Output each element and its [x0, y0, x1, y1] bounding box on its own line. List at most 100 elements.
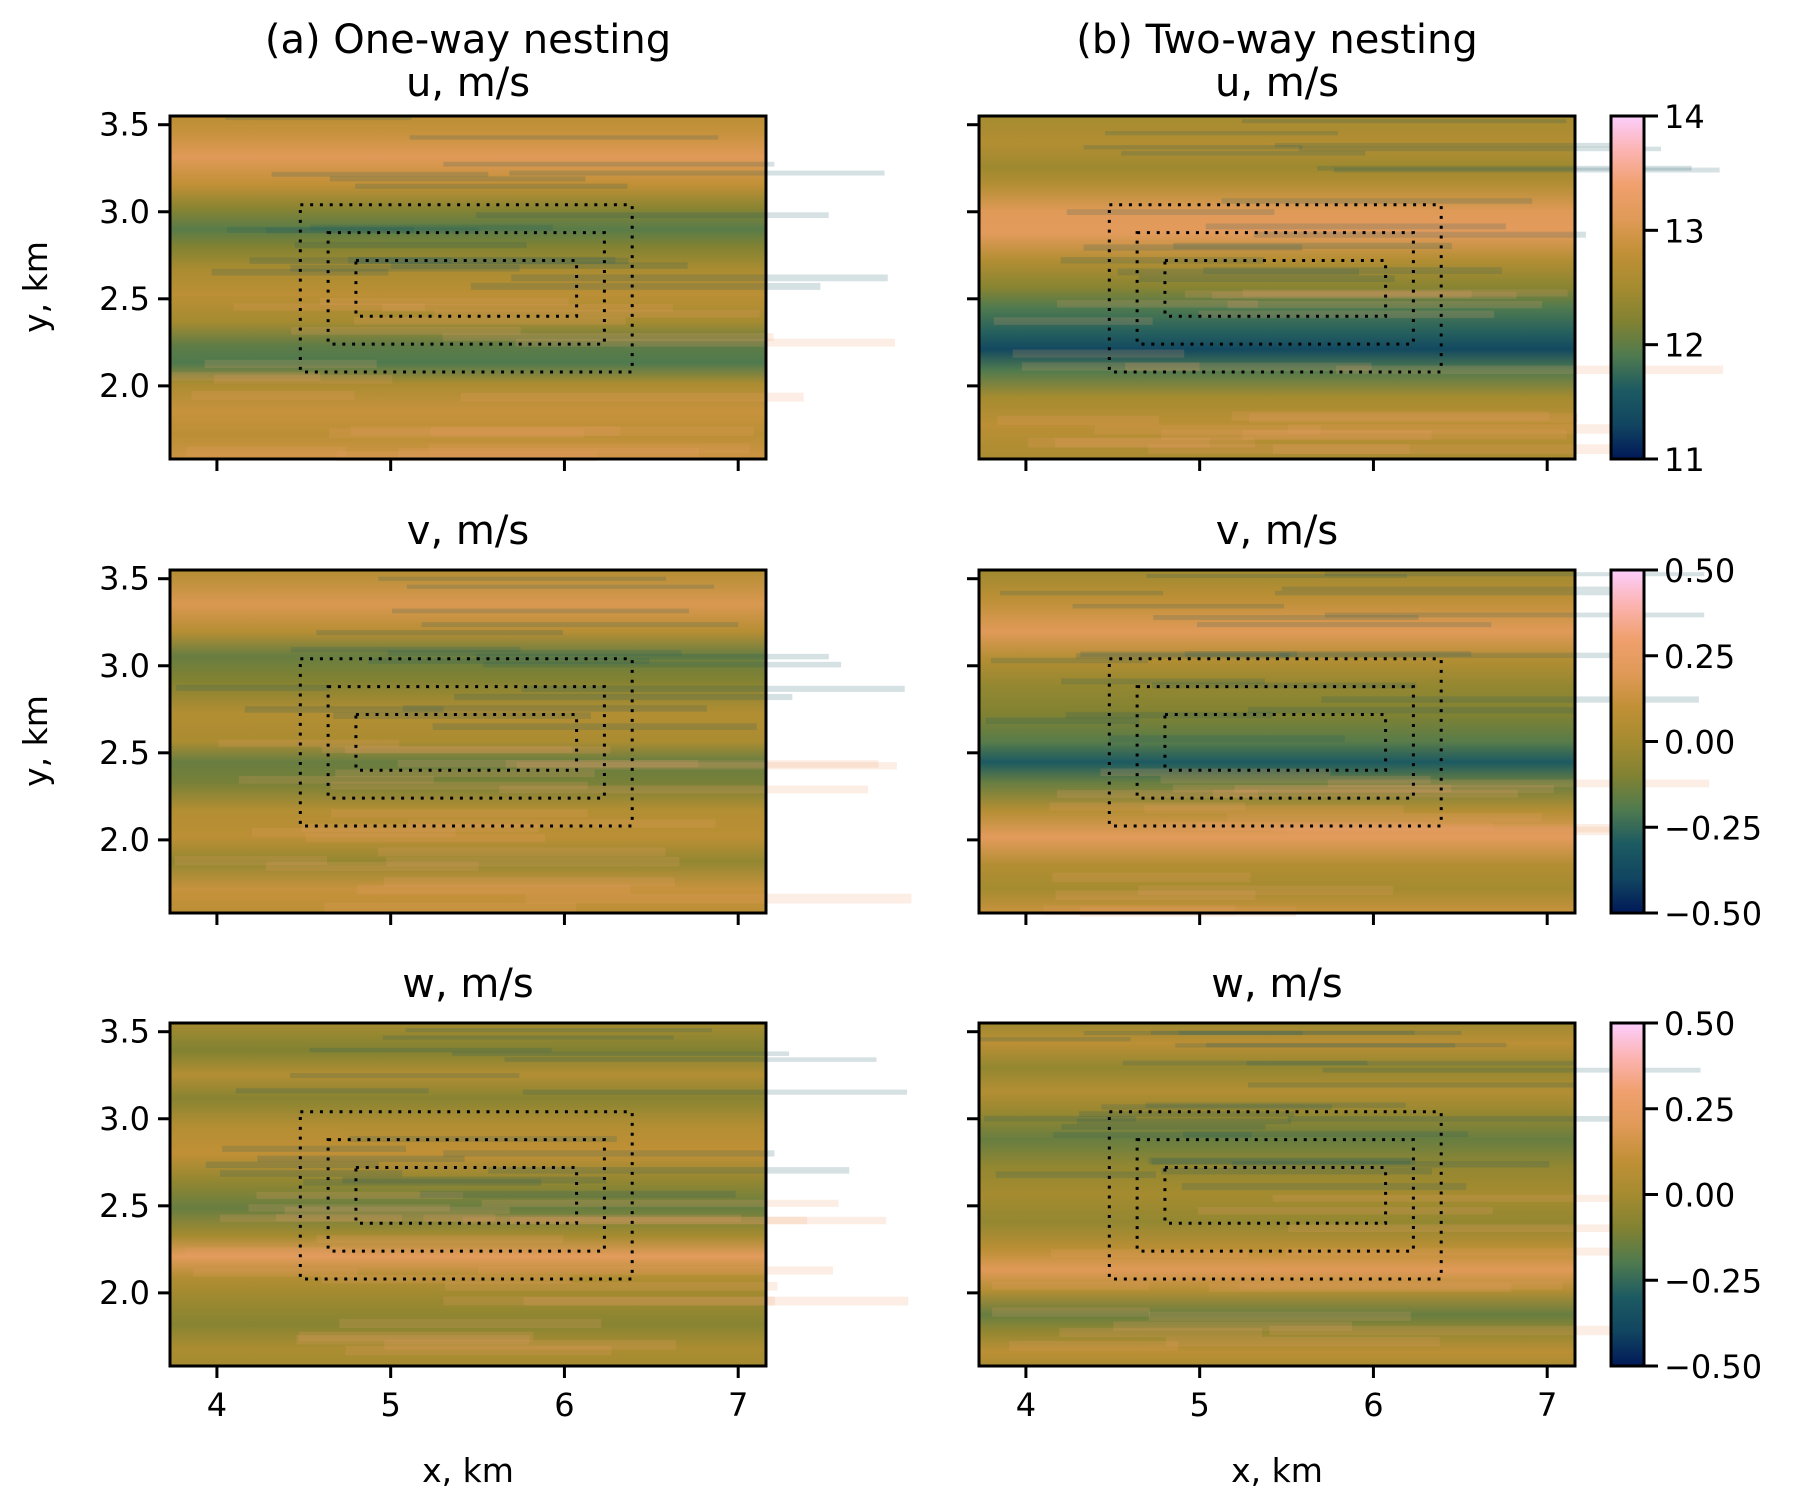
field-streak	[1060, 257, 1265, 264]
field-streak	[405, 1027, 712, 1033]
field-streak	[1094, 425, 1322, 435]
field-streak	[321, 745, 573, 753]
field-streak	[193, 1268, 358, 1277]
field-streak	[1148, 444, 1410, 454]
axes-frame	[168, 114, 768, 461]
colorbar-tick-label: 0.00	[1664, 1177, 1735, 1215]
ylabel-row-u: y, km	[16, 241, 55, 333]
field-streak	[407, 819, 716, 828]
field-streak	[1148, 1157, 1411, 1165]
field-streak	[174, 856, 328, 866]
nested-domain-inner	[1163, 1166, 1388, 1225]
field-streak	[1109, 735, 1345, 743]
panel-title: w, m/s	[1211, 961, 1342, 1007]
field-streak	[1333, 167, 1720, 173]
ytick-label: 2.5	[99, 734, 150, 772]
field-streak	[1281, 586, 1633, 591]
field-streak	[1043, 905, 1236, 916]
field-streak	[515, 338, 896, 347]
field-streak	[1206, 1042, 1507, 1048]
field-streak	[1248, 413, 1578, 423]
panel-v-b: v, m/s	[967, 508, 1710, 925]
field-streak	[1153, 615, 1419, 620]
field-streak	[1100, 768, 1331, 777]
field-streak	[1027, 437, 1210, 448]
nested-domain-middle	[1135, 231, 1415, 346]
field-streak	[251, 828, 456, 837]
field-streak	[316, 629, 563, 636]
field-streak	[443, 1296, 775, 1306]
field-streak	[294, 241, 527, 249]
colorbar-tick-label: 0.00	[1664, 724, 1735, 762]
field-streak	[1021, 362, 1200, 371]
field-streak	[1160, 775, 1431, 784]
colorbar-tick-label: 14	[1664, 98, 1705, 136]
nested-domain-inner	[1163, 259, 1388, 318]
field-streak	[1150, 1030, 1415, 1035]
field-streak	[1055, 890, 1256, 901]
field-streak	[324, 902, 577, 913]
field-streak	[336, 451, 597, 462]
field-streak	[1205, 223, 1506, 230]
field-streak	[1227, 813, 1542, 822]
field-streak	[1179, 1030, 1462, 1035]
field-streak	[257, 1155, 465, 1163]
field-streak	[284, 1206, 510, 1214]
field-streak	[1247, 707, 1577, 714]
field-streak	[1212, 789, 1518, 798]
field-streak	[1151, 1158, 1416, 1165]
field-streak	[316, 1235, 564, 1244]
field-streak	[511, 274, 888, 282]
field-streak	[509, 170, 885, 176]
field-streak	[445, 1281, 778, 1291]
field-streak	[1286, 826, 1642, 836]
field-streak	[1049, 802, 1246, 811]
field-streak	[383, 877, 676, 887]
field-streak	[993, 317, 1153, 325]
field-streak	[1234, 785, 1554, 793]
field-streak	[1055, 437, 1256, 448]
ytick-label: 2.0	[99, 1274, 150, 1312]
field-streak	[1065, 711, 1273, 719]
xlabel-col-a: x, km	[422, 1451, 514, 1490]
field-streak	[1321, 696, 1699, 703]
field-streak	[290, 264, 520, 272]
field-streak	[428, 443, 750, 454]
field-streak	[391, 608, 689, 614]
field-streak	[1117, 268, 1359, 276]
field-streak	[1061, 1123, 1266, 1130]
colorbar-w: −0.50 −0.25 0.00 0.25 0.50	[1609, 1005, 1762, 1386]
colorbar-tick-label: −0.50	[1664, 895, 1762, 933]
field-streak	[1059, 1327, 1263, 1338]
panel-title: u, m/s	[406, 60, 530, 106]
colorbar-tick-label: 0.50	[1664, 552, 1735, 590]
field-streak	[1161, 430, 1432, 440]
field-streak	[1242, 429, 1567, 440]
heatmap-field	[170, 570, 766, 913]
ytick-label: 2.0	[99, 821, 150, 859]
nested-domain-inner	[354, 1166, 579, 1225]
field-streak	[980, 1037, 1131, 1042]
colorbars: 11 12 13 14 −0.50 −0.25 0.00 0.25 0.50 −0.50 −0.25…	[1609, 98, 1762, 1386]
field-streak	[406, 584, 714, 589]
colorbar-tick-label: 11	[1664, 441, 1705, 479]
field-streak	[298, 1331, 534, 1342]
nested-domain-inner	[354, 713, 579, 772]
field-streak	[1298, 146, 1662, 152]
field-streak	[434, 310, 760, 318]
field-streak	[303, 1178, 542, 1186]
field-streak	[386, 857, 680, 867]
field-streak	[1184, 651, 1472, 657]
field-streak	[1083, 244, 1303, 251]
field-streak	[1104, 131, 1338, 136]
field-streak	[1231, 411, 1550, 421]
xtick-label: 7	[1537, 1386, 1557, 1424]
nested-domain-middle	[1135, 1138, 1415, 1253]
field-streak	[1061, 678, 1265, 685]
nested-domain-inner	[1163, 713, 1388, 772]
field-streak	[219, 1214, 403, 1222]
column-title-a: (a) One-way nesting	[265, 17, 671, 63]
field-streak	[1246, 1060, 1574, 1066]
field-streak	[1231, 1161, 1550, 1168]
colorbar-tick-label: 0.25	[1664, 1091, 1735, 1129]
